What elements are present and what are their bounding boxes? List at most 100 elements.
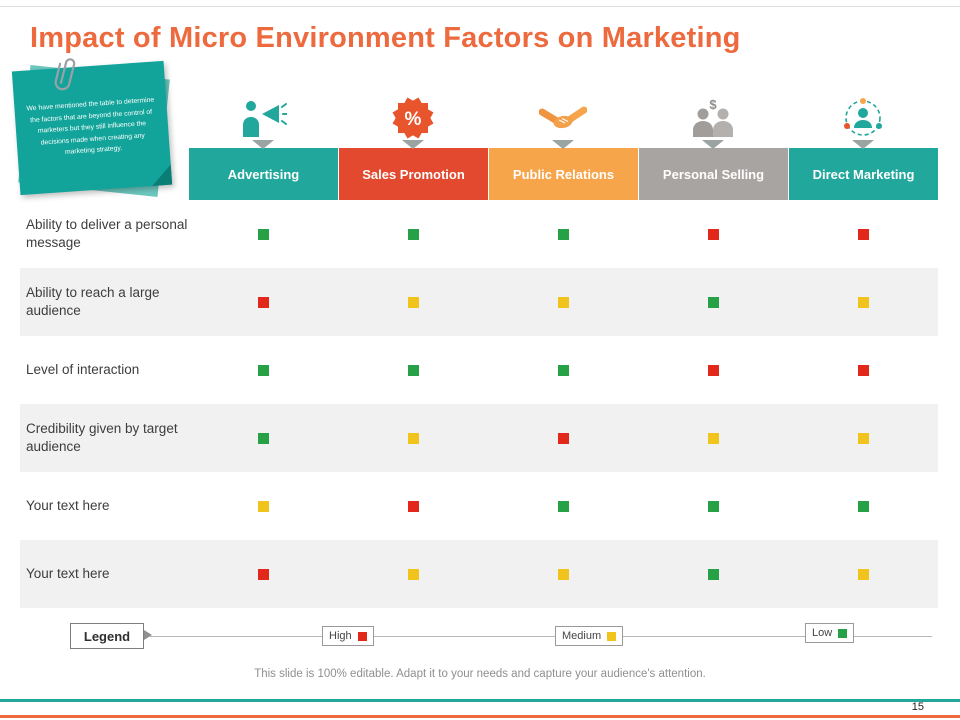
rating-cell xyxy=(638,568,788,580)
legend-item-low: Low xyxy=(805,623,855,643)
rating-square-medium xyxy=(857,296,869,308)
svg-text:$: $ xyxy=(709,97,717,112)
row-label: Level of interaction xyxy=(26,361,140,377)
chevron-down-icon xyxy=(552,140,574,149)
rating-cell xyxy=(788,296,938,308)
row-label: Ability to reach a large audience xyxy=(26,284,160,318)
column-header-sales-promotion: Sales Promotion xyxy=(338,148,488,200)
legend-low-label: Low xyxy=(812,627,833,639)
rating-cell xyxy=(188,568,338,580)
rating-square-high xyxy=(707,364,719,376)
rating-cell xyxy=(488,296,638,308)
rating-square-high xyxy=(857,364,869,376)
rating-cell xyxy=(638,364,788,376)
top-divider xyxy=(0,6,960,7)
rating-cell xyxy=(788,432,938,444)
person-network-icon xyxy=(844,98,882,136)
rating-square-high xyxy=(257,296,269,308)
rating-cell xyxy=(788,500,938,512)
rating-cell xyxy=(788,228,938,240)
rating-cell xyxy=(788,364,938,376)
legend-high-label: High xyxy=(329,630,352,642)
personal-selling-icon-cell: $ xyxy=(638,88,788,149)
footer-note: This slide is 100% editable. Adapt it to… xyxy=(254,668,706,680)
rating-square-high xyxy=(857,228,869,240)
rating-square-low xyxy=(707,568,719,580)
rating-cell xyxy=(188,364,338,376)
column-header-public-relations: Public Relations xyxy=(488,148,638,200)
percent-burst-icon: % xyxy=(392,97,434,139)
rating-cell xyxy=(188,500,338,512)
table-row: Level of interaction xyxy=(20,336,938,404)
rating-square-low xyxy=(557,228,569,240)
rating-cell xyxy=(488,228,638,240)
svg-text:%: % xyxy=(405,109,422,130)
advertising-icon-cell xyxy=(188,88,338,149)
rating-square-high xyxy=(407,500,419,512)
rating-square-low xyxy=(407,228,419,240)
row-label: Ability to deliver a personal message xyxy=(26,216,188,250)
table-row: Ability to deliver a personal message xyxy=(20,200,938,268)
rating-cell xyxy=(338,500,488,512)
rating-square-low xyxy=(557,500,569,512)
rating-square-high xyxy=(707,228,719,240)
legend: Legend High Medium Low xyxy=(0,622,960,650)
rating-square-medium xyxy=(557,568,569,580)
bottom-teal-bar xyxy=(0,699,960,702)
rating-square-medium xyxy=(557,296,569,308)
legend-medium-swatch xyxy=(607,631,617,641)
row-label: Credibility given by target audience xyxy=(26,420,178,454)
column-icons-row: % $ xyxy=(188,88,938,149)
rating-square-low xyxy=(557,364,569,376)
table-row: Your text here xyxy=(20,540,938,608)
chevron-down-icon xyxy=(252,140,274,149)
legend-label-box: Legend xyxy=(70,623,144,649)
table-row: Ability to reach a large audience xyxy=(20,268,938,336)
rating-square-medium xyxy=(407,568,419,580)
legend-arrow-icon xyxy=(144,630,152,640)
rating-cell xyxy=(338,228,488,240)
page-number: 15 xyxy=(911,701,924,713)
rating-square-low xyxy=(407,364,419,376)
table-row: Your text here xyxy=(20,472,938,540)
rating-cell xyxy=(338,364,488,376)
megaphone-icon xyxy=(243,101,287,137)
rating-cell xyxy=(338,296,488,308)
rating-cell xyxy=(188,296,338,308)
bottom-orange-bar xyxy=(0,715,960,718)
table-row: Credibility given by target audience xyxy=(20,404,938,472)
legend-low-swatch xyxy=(838,628,848,638)
legend-item-medium: Medium xyxy=(555,626,624,646)
rating-cell xyxy=(338,568,488,580)
rating-square-low xyxy=(857,500,869,512)
rating-cell xyxy=(638,432,788,444)
public-relations-icon-cell xyxy=(488,88,638,149)
rating-square-low xyxy=(707,500,719,512)
paperclip-icon xyxy=(54,58,76,91)
rating-cell xyxy=(788,568,938,580)
impact-table: % $ xyxy=(20,88,938,608)
column-header-personal-selling: Personal Selling xyxy=(638,148,788,200)
legend-line xyxy=(150,636,932,637)
rating-cell xyxy=(638,296,788,308)
table-body: Ability to deliver a personal message Abi… xyxy=(20,200,938,608)
rating-cell xyxy=(638,500,788,512)
rating-square-medium xyxy=(407,432,419,444)
rating-cell xyxy=(488,568,638,580)
rating-square-medium xyxy=(857,432,869,444)
direct-marketing-icon-cell xyxy=(788,88,938,149)
rating-square-high xyxy=(557,432,569,444)
rating-cell xyxy=(488,500,638,512)
legend-high-swatch xyxy=(357,631,367,641)
table-header-row: Advertising Sales Promotion Public Relat… xyxy=(188,148,938,200)
chevron-down-icon xyxy=(402,140,424,149)
rating-cell xyxy=(338,432,488,444)
sales-promotion-icon-cell: % xyxy=(338,88,488,149)
rating-cell xyxy=(488,364,638,376)
rating-square-medium xyxy=(407,296,419,308)
people-dollar-icon: $ xyxy=(693,97,733,137)
column-header-advertising: Advertising xyxy=(188,148,338,200)
sticky-note: We have mentioned the table to determine… xyxy=(11,58,173,197)
chevron-down-icon xyxy=(852,140,874,149)
